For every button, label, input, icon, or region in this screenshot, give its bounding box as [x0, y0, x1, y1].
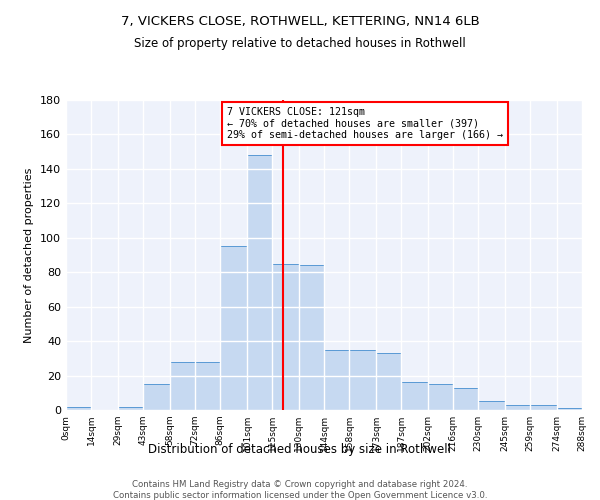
- Bar: [220, 246, 247, 410]
- Text: Distribution of detached houses by size in Rothwell: Distribution of detached houses by size …: [149, 442, 452, 456]
- Bar: [118, 406, 143, 410]
- Bar: [66, 406, 91, 410]
- Bar: [530, 405, 557, 410]
- Bar: [453, 388, 478, 410]
- Bar: [428, 384, 453, 410]
- Text: 7 VICKERS CLOSE: 121sqm
← 70% of detached houses are smaller (397)
29% of semi-d: 7 VICKERS CLOSE: 121sqm ← 70% of detache…: [227, 107, 503, 140]
- Bar: [401, 382, 428, 410]
- Bar: [195, 362, 220, 410]
- Bar: [557, 408, 582, 410]
- Bar: [143, 384, 170, 410]
- Bar: [195, 362, 220, 410]
- Bar: [220, 246, 247, 410]
- Bar: [324, 350, 349, 410]
- Bar: [557, 408, 582, 410]
- Bar: [478, 402, 505, 410]
- Bar: [324, 350, 349, 410]
- Text: Size of property relative to detached houses in Rothwell: Size of property relative to detached ho…: [134, 38, 466, 51]
- Bar: [505, 405, 530, 410]
- Bar: [376, 353, 401, 410]
- Bar: [349, 350, 376, 410]
- Bar: [349, 350, 376, 410]
- Text: Contains HM Land Registry data © Crown copyright and database right 2024.: Contains HM Land Registry data © Crown c…: [132, 480, 468, 489]
- Bar: [247, 155, 272, 410]
- Bar: [272, 264, 299, 410]
- Bar: [453, 388, 478, 410]
- Bar: [143, 384, 170, 410]
- Bar: [247, 155, 272, 410]
- Bar: [170, 362, 195, 410]
- Bar: [505, 405, 530, 410]
- Text: 7, VICKERS CLOSE, ROTHWELL, KETTERING, NN14 6LB: 7, VICKERS CLOSE, ROTHWELL, KETTERING, N…: [121, 15, 479, 28]
- Bar: [299, 266, 324, 410]
- Bar: [272, 264, 299, 410]
- Bar: [478, 402, 505, 410]
- Bar: [401, 382, 428, 410]
- Bar: [299, 266, 324, 410]
- Bar: [170, 362, 195, 410]
- Y-axis label: Number of detached properties: Number of detached properties: [25, 168, 34, 342]
- Bar: [376, 353, 401, 410]
- Bar: [428, 384, 453, 410]
- Bar: [118, 406, 143, 410]
- Text: Contains public sector information licensed under the Open Government Licence v3: Contains public sector information licen…: [113, 491, 487, 500]
- Bar: [530, 405, 557, 410]
- Bar: [66, 406, 91, 410]
